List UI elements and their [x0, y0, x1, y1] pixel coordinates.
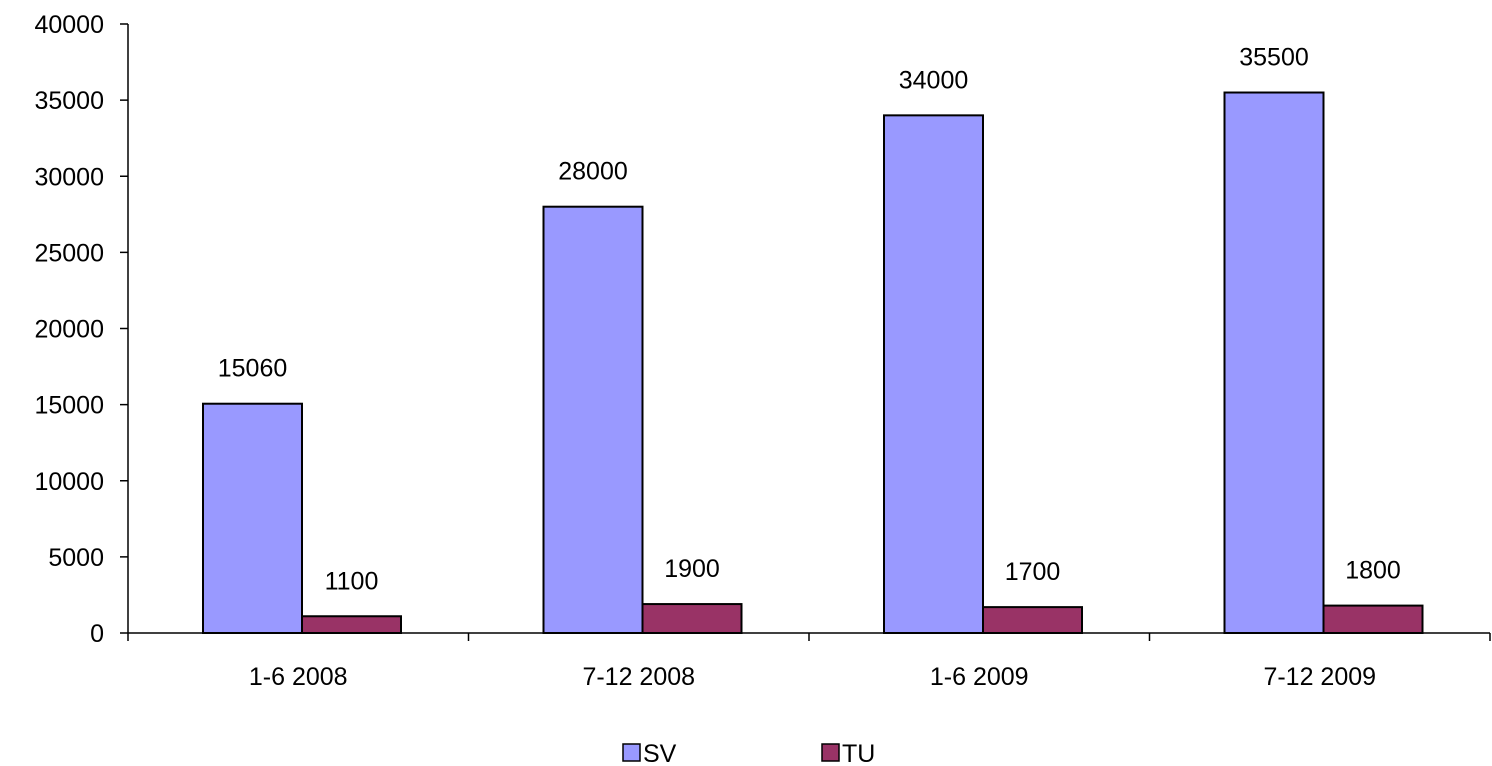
- bar-sv: [202, 402, 303, 634]
- legend-swatch-tu: [821, 743, 840, 762]
- bars-group: [202, 91, 1424, 635]
- y-tick-label: 5000: [48, 544, 104, 572]
- x-category-label: 1-6 2009: [930, 663, 1029, 691]
- x-category-label: 1-6 2008: [249, 663, 348, 691]
- x-axis-ticks: 1-6 2008 7-12 2008 1-6 2009 7-12 2009: [127, 633, 1491, 691]
- y-tick-label: 30000: [34, 163, 104, 191]
- y-tick-label: 25000: [34, 239, 104, 267]
- data-labels-group: 15060 1100 28000 1900 34000 1700 35500 1800: [218, 44, 1401, 596]
- y-tick-label: 10000: [34, 468, 104, 496]
- y-tick-label: 15000: [34, 392, 104, 420]
- data-label-tu: 1100: [325, 567, 379, 595]
- bar-sv: [883, 114, 984, 635]
- data-label-sv: 28000: [558, 158, 628, 186]
- data-label-tu: 1900: [664, 555, 720, 583]
- data-label-sv: 15060: [218, 355, 288, 383]
- x-category-label: 7-12 2008: [582, 663, 695, 691]
- bar-tu: [1322, 604, 1424, 634]
- data-label-sv: 35500: [1239, 44, 1309, 72]
- y-tick-label: 35000: [34, 87, 104, 115]
- y-axis-ticks: 0 5000 10000 15000 20000 25000 30000 35000 40000: [34, 11, 128, 648]
- bar-sv: [1223, 91, 1325, 634]
- bar-sv: [542, 205, 644, 634]
- bar-tu: [301, 615, 402, 635]
- x-category-label: 7-12 2009: [1263, 663, 1376, 691]
- data-label-tu: 1700: [1005, 558, 1061, 586]
- bar-tu: [641, 603, 743, 635]
- y-tick-label: 20000: [34, 316, 104, 344]
- data-label-tu: 1800: [1345, 557, 1401, 585]
- legend-label-tu: TU: [842, 740, 875, 766]
- legend-swatch-sv: [622, 743, 641, 762]
- legend: SV TU: [622, 740, 875, 766]
- data-label-sv: 34000: [899, 66, 969, 94]
- y-tick-label: 40000: [34, 11, 104, 39]
- legend-label-sv: SV: [643, 740, 677, 766]
- y-tick-label: 0: [90, 620, 104, 648]
- bar-tu: [982, 606, 1083, 634]
